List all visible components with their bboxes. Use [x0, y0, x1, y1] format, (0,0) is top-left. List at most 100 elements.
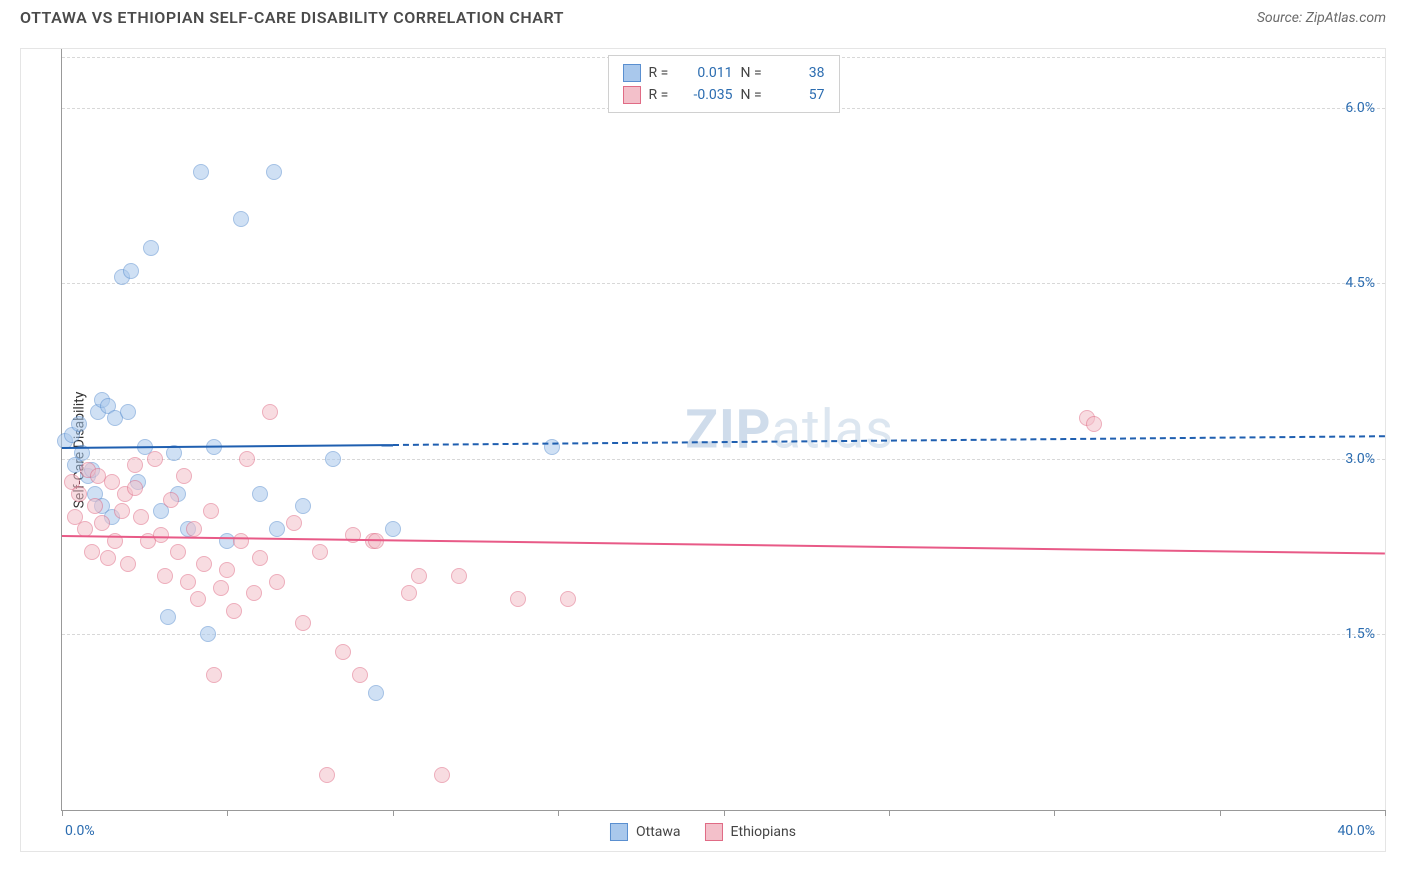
data-point — [100, 550, 116, 566]
legend-swatch — [623, 86, 641, 104]
legend-series: Ottawa Ethiopians — [610, 823, 796, 841]
data-point — [451, 568, 467, 584]
data-point — [127, 457, 143, 473]
chart-source: Source: ZipAtlas.com — [1257, 10, 1386, 26]
legend-correlation: R =0.011N =38R =-0.035N =57 — [608, 55, 840, 113]
data-point — [120, 404, 136, 420]
x-min-label: 0.0% — [65, 823, 95, 839]
data-point — [160, 609, 176, 625]
data-point — [335, 644, 351, 660]
data-point — [352, 667, 368, 683]
x-max-label: 40.0% — [1337, 823, 1375, 839]
data-point — [319, 767, 335, 783]
data-point — [186, 521, 202, 537]
x-tick — [393, 810, 394, 816]
data-point — [120, 556, 136, 572]
data-point — [170, 544, 186, 560]
data-point — [180, 574, 196, 590]
data-point — [312, 544, 328, 560]
x-tick — [558, 810, 559, 816]
data-point — [368, 685, 384, 701]
data-point — [71, 486, 87, 502]
data-point — [269, 574, 285, 590]
data-point — [286, 515, 302, 531]
data-point — [510, 591, 526, 607]
data-point — [196, 556, 212, 572]
legend-swatch — [705, 823, 723, 841]
y-tick-label: 3.0% — [1345, 451, 1375, 467]
data-point — [127, 480, 143, 496]
data-point — [176, 468, 192, 484]
data-point — [206, 667, 222, 683]
legend-n-value: 57 — [777, 84, 825, 106]
x-tick — [227, 810, 228, 816]
data-point — [190, 591, 206, 607]
data-point — [1086, 416, 1102, 432]
data-point — [325, 451, 341, 467]
data-point — [143, 240, 159, 256]
data-point — [246, 585, 262, 601]
trend-line — [393, 435, 1385, 446]
data-point — [157, 568, 173, 584]
data-point — [219, 562, 235, 578]
legend-row: R =0.011N =38 — [623, 62, 825, 84]
x-tick — [1054, 810, 1055, 816]
data-point — [560, 591, 576, 607]
legend-r-label: R = — [649, 62, 677, 84]
legend-r-value: -0.035 — [685, 84, 733, 106]
data-point — [239, 451, 255, 467]
data-point — [262, 404, 278, 420]
data-point — [203, 503, 219, 519]
data-point — [163, 492, 179, 508]
data-point — [123, 263, 139, 279]
chart-container: Self-Care Disability ZIPatlas R =0.011N … — [20, 48, 1386, 852]
data-point — [84, 544, 100, 560]
data-point — [401, 585, 417, 601]
plot-area: ZIPatlas R =0.011N =38R =-0.035N =57 1.5… — [61, 49, 1385, 811]
data-point — [269, 521, 285, 537]
trend-line — [62, 444, 393, 449]
legend-swatch — [610, 823, 628, 841]
legend-swatch — [623, 64, 641, 82]
data-point — [295, 615, 311, 631]
data-point — [71, 416, 87, 432]
x-tick — [1385, 810, 1386, 816]
gridline — [62, 634, 1385, 635]
legend-n-label: N = — [741, 84, 769, 106]
data-point — [87, 498, 103, 514]
data-point — [104, 474, 120, 490]
watermark: ZIPatlas — [685, 398, 894, 461]
data-point — [233, 533, 249, 549]
gridline — [62, 459, 1385, 460]
data-point — [200, 626, 216, 642]
y-tick-label: 4.5% — [1345, 275, 1375, 291]
chart-title: OTTAWA VS ETHIOPIAN SELF-CARE DISABILITY… — [20, 8, 564, 27]
legend-r-label: R = — [649, 84, 677, 106]
y-tick-label: 6.0% — [1345, 100, 1375, 116]
legend-label: Ethiopians — [731, 824, 796, 840]
x-tick — [1220, 810, 1221, 816]
data-point — [226, 603, 242, 619]
data-point — [385, 521, 401, 537]
data-point — [411, 568, 427, 584]
legend-r-value: 0.011 — [685, 62, 733, 84]
legend-item: Ethiopians — [705, 823, 796, 841]
data-point — [153, 527, 169, 543]
data-point — [295, 498, 311, 514]
data-point — [252, 550, 268, 566]
legend-n-label: N = — [741, 62, 769, 84]
gridline — [62, 283, 1385, 284]
y-tick-label: 1.5% — [1345, 626, 1375, 642]
legend-row: R = -0.035 N = 57 — [623, 84, 825, 106]
data-point — [544, 439, 560, 455]
chart-header: OTTAWA VS ETHIOPIAN SELF-CARE DISABILITY… — [0, 0, 1406, 31]
data-point — [133, 509, 149, 525]
data-point — [252, 486, 268, 502]
data-point — [434, 767, 450, 783]
x-tick — [62, 810, 63, 816]
data-point — [193, 164, 209, 180]
x-tick — [724, 810, 725, 816]
data-point — [266, 164, 282, 180]
legend-item: Ottawa — [610, 823, 681, 841]
data-point — [114, 503, 130, 519]
